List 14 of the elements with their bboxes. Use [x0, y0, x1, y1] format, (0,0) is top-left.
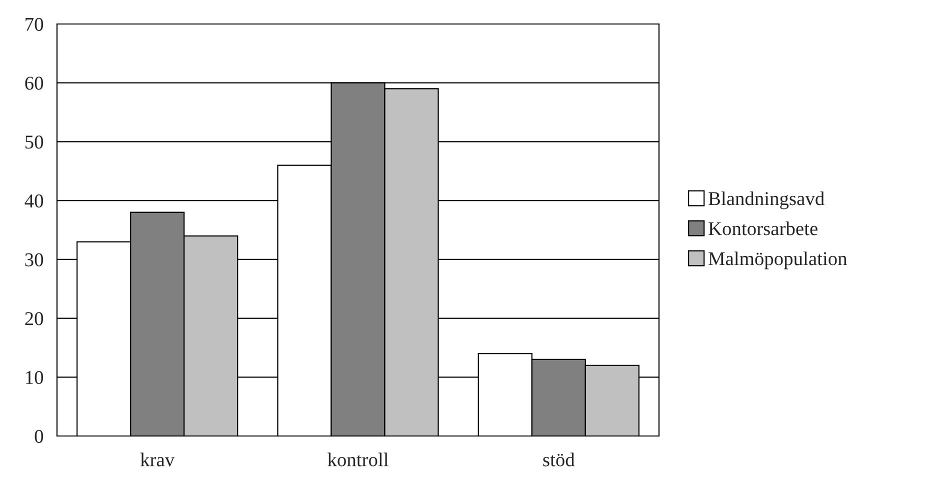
x-tick-label: krav	[140, 452, 175, 466]
y-tick-label: 70	[26, 18, 44, 31]
legend-label: Blandningsavd	[708, 192, 824, 210]
legend-label: Malmöpopulation	[708, 252, 848, 270]
y-tick-label: 40	[24, 194, 44, 208]
x-tick-label: kontroll	[328, 452, 388, 466]
x-tick-label: stöd	[543, 452, 575, 466]
y-tick-label: 50	[25, 136, 44, 149]
y-tick-label: 20	[25, 312, 44, 326]
y-tick-label: 30	[25, 253, 44, 266]
y-tick-label: 0	[34, 430, 44, 443]
y-tick-label: 10	[26, 370, 44, 384]
legend-label: Kontorsarbete	[708, 222, 818, 236]
y-tick-label: 60	[25, 76, 44, 90]
